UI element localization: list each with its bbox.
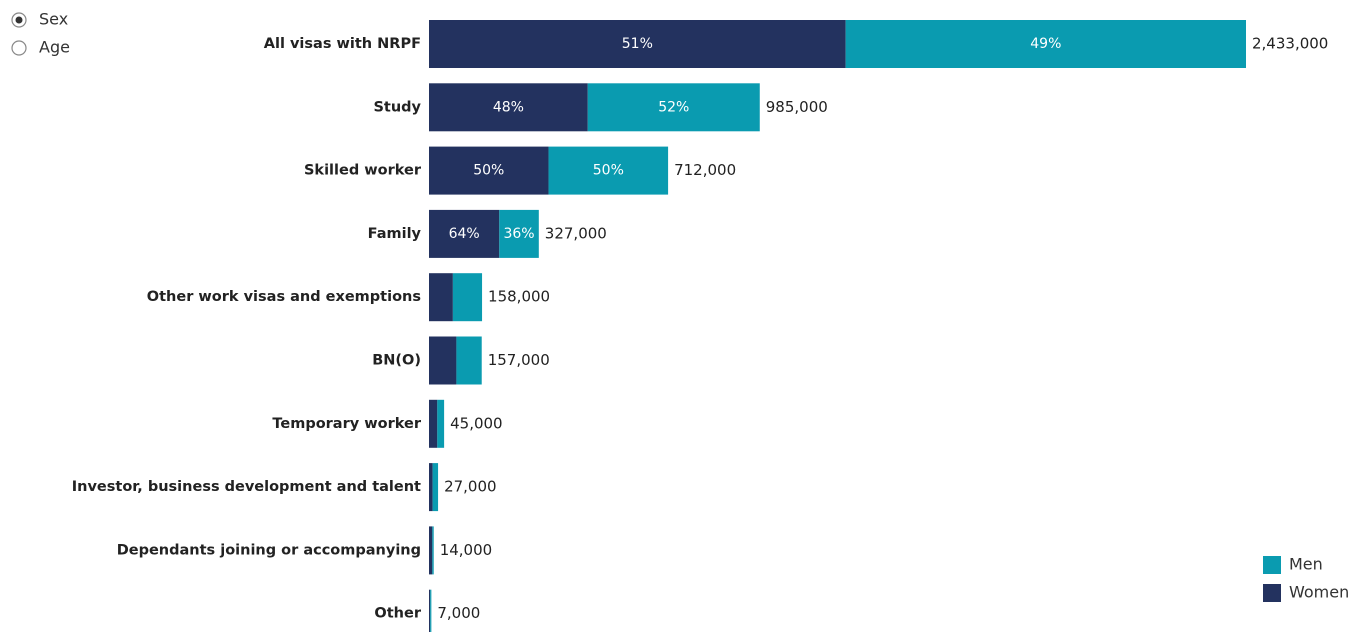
- bar-segment: [429, 336, 457, 385]
- segment-label: 51%: [622, 36, 653, 52]
- bar-segment: [432, 526, 434, 575]
- total-label: 157,000: [488, 351, 550, 369]
- bar-segment: [429, 20, 846, 68]
- total-label: 14,000: [440, 541, 493, 559]
- segment-label: 50%: [593, 163, 624, 179]
- bar-segment: [452, 273, 483, 322]
- category-label: All visas with NRPF: [264, 36, 421, 52]
- category-label: Investor, business development and talen…: [72, 479, 421, 495]
- segment-label: 36%: [503, 226, 534, 242]
- radio-dot: [15, 16, 23, 24]
- total-label: 985,000: [766, 98, 828, 116]
- category-label: Dependants joining or accompanying: [117, 542, 421, 558]
- bar-segment: [548, 146, 669, 195]
- bar-segment: [429, 463, 433, 512]
- bar-segment: [429, 526, 433, 575]
- bar-segment: [432, 463, 439, 512]
- segment-label: 49%: [1030, 36, 1061, 52]
- bar-segment: [587, 83, 760, 132]
- bar-segment: [429, 273, 453, 322]
- bar-segment: [429, 589, 431, 632]
- category-label: Family: [368, 226, 422, 242]
- segment-label: 50%: [473, 163, 504, 179]
- legend-label: Women: [1289, 583, 1348, 602]
- category-label: Other work visas and exemptions: [147, 289, 421, 305]
- category-label: Other: [374, 606, 421, 622]
- total-label: 2,433,000: [1252, 35, 1328, 53]
- total-label: 327,000: [545, 224, 607, 242]
- total-label: 158,000: [488, 288, 550, 306]
- legend-swatch: [1263, 556, 1281, 574]
- bar-segment: [429, 399, 438, 448]
- radio-button[interactable]: [11, 40, 27, 56]
- bar-segment: [845, 20, 1246, 68]
- legend-label: Men: [1289, 555, 1323, 574]
- radio-label[interactable]: Sex: [39, 10, 68, 29]
- bar-segment: [430, 589, 432, 632]
- bar-segment: [429, 83, 588, 132]
- category-label: BN(O): [372, 353, 421, 369]
- segment-label: 48%: [493, 99, 524, 115]
- category-label: Skilled worker: [304, 163, 422, 179]
- bar-segment: [499, 209, 539, 258]
- radio-label[interactable]: Age: [39, 38, 70, 57]
- bar-segment: [429, 209, 500, 258]
- category-label: Temporary worker: [272, 416, 421, 432]
- legend-swatch: [1263, 584, 1281, 602]
- total-label: 27,000: [444, 478, 497, 496]
- total-label: 7,000: [437, 604, 480, 622]
- bar-segment: [437, 399, 445, 448]
- segment-label: 64%: [449, 226, 480, 242]
- total-label: 712,000: [674, 161, 736, 179]
- bar-segment: [429, 146, 549, 195]
- category-label: Study: [373, 99, 421, 115]
- total-label: 45,000: [450, 414, 503, 432]
- bar-segment: [456, 336, 482, 385]
- segment-label: 52%: [658, 99, 689, 115]
